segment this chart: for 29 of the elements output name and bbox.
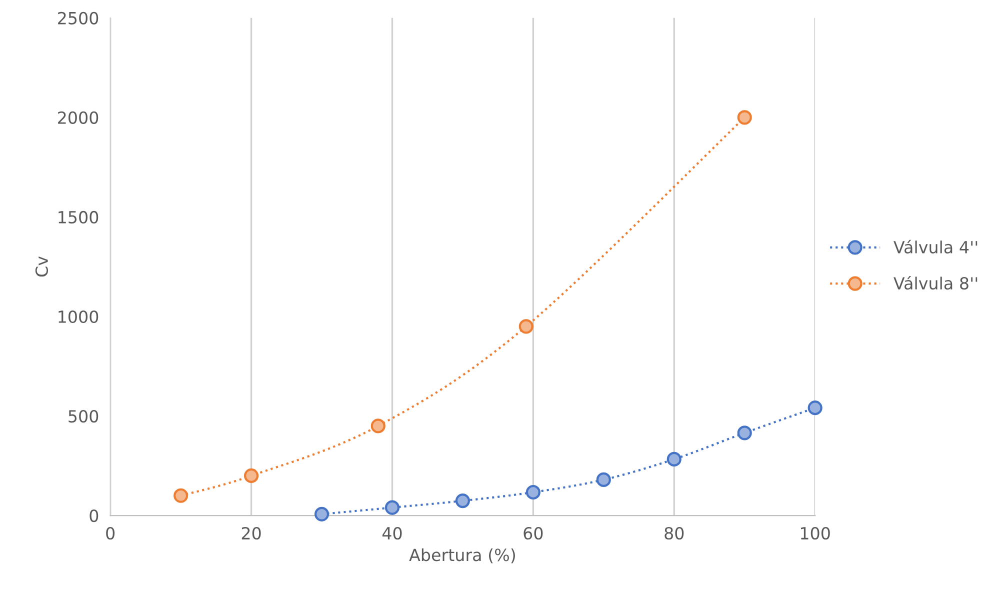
y-tick-label: 1500 [58, 210, 98, 224]
y-axis-title: Cv [35, 256, 48, 277]
point [244, 468, 259, 484]
point [174, 488, 188, 503]
point [596, 472, 611, 488]
y-tick-label: 500 [68, 410, 98, 423]
point [666, 452, 682, 466]
legend-label: Válvula 4'' [894, 240, 978, 254]
point [384, 500, 400, 515]
legend-label: Válvula 8'' [894, 276, 978, 290]
x-tick-label: 40 [382, 526, 402, 540]
x-tick-label: 20 [242, 526, 261, 540]
x-tick-label: 100 [801, 526, 830, 540]
point [314, 506, 330, 522]
point [455, 494, 470, 508]
y-tick-label: 1000 [58, 310, 98, 324]
x-axis-title: Abertura (%) [409, 548, 515, 564]
x-tick-label: 0 [106, 526, 115, 540]
point [808, 400, 822, 416]
point [737, 426, 752, 440]
y-tick-label: 2000 [58, 111, 98, 124]
point [737, 110, 752, 125]
point [370, 418, 386, 434]
x-tick-label: 60 [524, 526, 543, 540]
point [526, 484, 540, 500]
y-tick-label: 2500 [58, 12, 98, 24]
point [518, 319, 534, 334]
x-tick-label: 80 [664, 526, 684, 540]
y-tick-label: 0 [90, 510, 98, 522]
